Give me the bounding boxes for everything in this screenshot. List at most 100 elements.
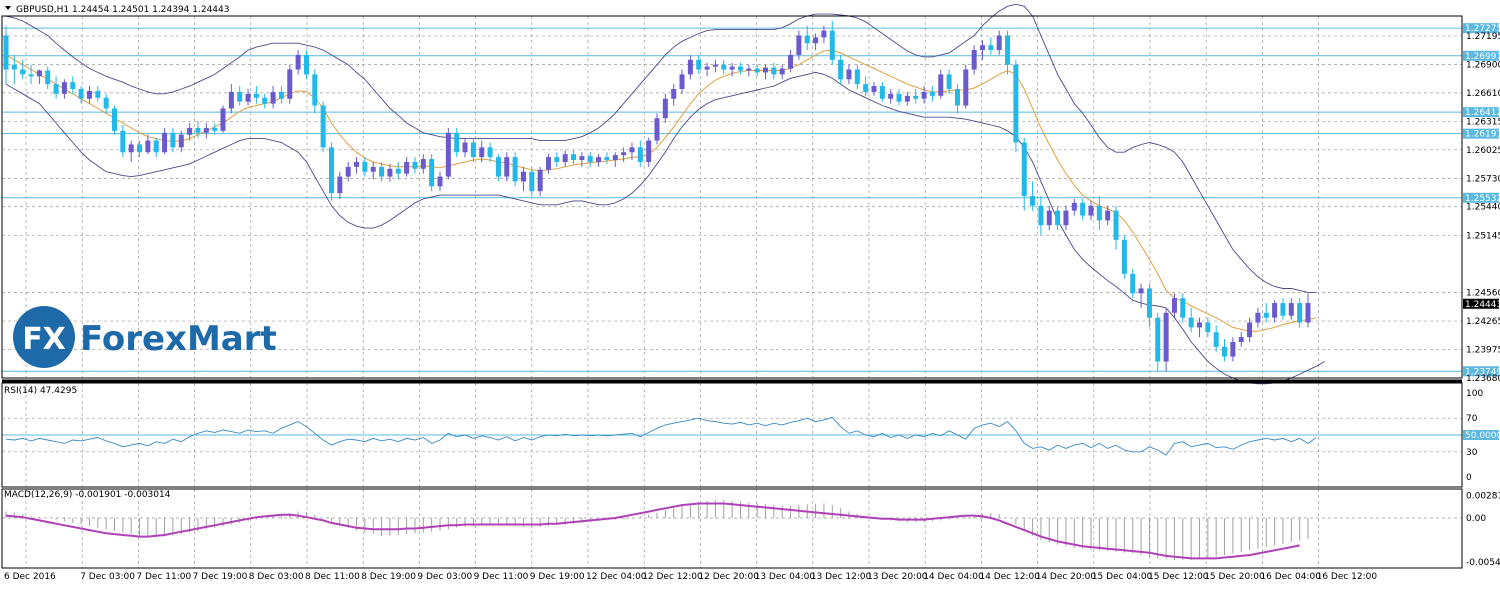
y-tick-label: 1.25440 [1466,203,1500,213]
candle-body [1280,303,1286,316]
candle-body [220,108,226,131]
candle-body [287,69,293,99]
candle-body [1247,322,1253,338]
x-tick-label: 12 Dec 20:00 [698,572,759,582]
candle-body [86,90,92,99]
candle-body [854,69,860,85]
candle-body [345,166,351,177]
candle-body [821,30,827,38]
candle-body [771,67,777,75]
dropdown-triangle-icon [5,6,11,10]
candle-body [253,93,259,98]
candle-body [45,70,51,85]
candle-body [746,68,752,71]
price-level-box [1463,366,1499,377]
candle-body [1196,322,1203,328]
price-level-box [1463,23,1499,34]
price-level-label: 1.23749 [1465,367,1500,377]
candle-body [838,59,844,80]
candle-body [362,161,368,172]
candle-body [737,66,743,71]
candle-body [404,161,410,174]
candle-body [28,74,34,77]
rsi-line [5,416,1317,456]
candle-body [779,68,785,75]
candle-body [203,127,209,133]
candle-body [879,86,885,99]
rsi-tick-label: 30 [1466,448,1478,458]
candle-body [554,157,560,162]
candle-body [120,130,126,153]
candle-body [137,144,143,153]
candle-body [1288,303,1294,316]
candle-body [520,171,526,182]
axes: 6 Dec 2016 7 Dec 03:00 7 Dec 11:00 7 Dec 19… [1,6,1500,582]
candle-body [712,64,718,67]
candle-body [896,93,902,102]
candle-body [963,69,969,106]
candle-body [1213,332,1219,347]
y-tick-label: 1.24265 [1466,317,1500,327]
x-tick-label: 16 Dec 12:00 [1317,572,1378,582]
candle-body [1263,312,1269,318]
candle-body [53,84,59,94]
candle-body [512,157,518,182]
candle-body [228,91,234,109]
candle-body [721,64,727,70]
candle-body [971,50,977,70]
candle-body [796,35,802,55]
candle-body [1130,273,1136,294]
candle-body [654,118,660,141]
candle-body [370,166,376,172]
x-tick-label: 8 Dec 19:00 [361,572,416,582]
macd-signal-line [5,502,1300,560]
macd-tick-label: -0.005444 [1466,558,1500,568]
x-tick-label: 14 Dec 04:00 [923,572,984,582]
bollinger-bands [5,3,1325,385]
candle-body [1230,341,1236,357]
candle-body [904,95,910,102]
candle-body [470,142,476,158]
candle-body [1038,205,1044,226]
current-price-label: 1.24443 [1465,300,1500,310]
price-level-box [1463,50,1499,61]
candle-body [111,108,118,131]
candle-body [596,157,602,162]
candle-body [1096,205,1102,221]
candle-body [153,140,159,153]
x-tick-label: 7 Dec 11:00 [136,572,191,582]
x-tick-label: 12 Dec 12:00 [642,572,703,582]
macd-panel: 0.002813 0.00 -0.005444 [2,491,1500,568]
candle-body [295,54,301,70]
candle-body [395,168,401,174]
grid [2,16,1462,568]
candle-body [1155,317,1161,362]
rsi-frame [1,382,1463,488]
candle-body [696,59,702,70]
price-level-label: 1.26412 [1465,108,1500,118]
candle-body [888,93,894,99]
candle-body [938,74,944,96]
candle-body [462,142,468,153]
candle-body [328,147,335,194]
candle-body [270,91,276,104]
candle-body [303,54,309,75]
candle-body [162,132,168,153]
candle-body [1021,142,1027,197]
candle-body [704,66,710,70]
candle-body [504,157,510,177]
rsi-tick-label: 70 [1466,414,1478,424]
candle-body [312,74,318,106]
candle-body [487,147,493,158]
candle-body [729,66,735,70]
candle-body [337,176,343,194]
rsi-panel: 50.0000 100 70 30 0 [2,389,1500,483]
candle-body [788,54,794,69]
main-header: GBPUSD,H1 1.24454 1.24501 1.24394 1.2444… [16,5,229,15]
candle-body [1163,312,1169,362]
x-tick-label: 12 Dec 04:00 [586,572,647,582]
candle-body [621,152,627,156]
candle-body [1005,35,1011,65]
candle-body [1297,303,1303,323]
